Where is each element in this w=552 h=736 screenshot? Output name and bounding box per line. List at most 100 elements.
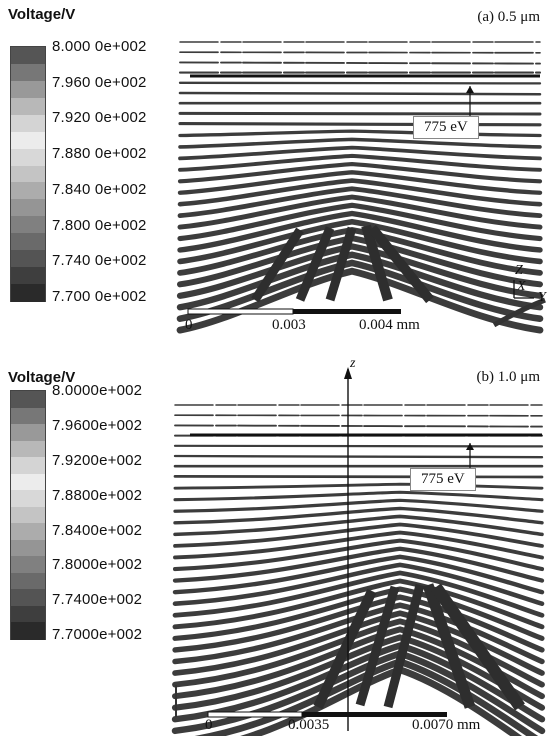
colorbar-tick-label: 8.0000e+002	[52, 382, 143, 399]
colorbar-swatch	[11, 182, 45, 200]
emitter-tip-edge	[422, 583, 476, 709]
colorbar-swatch	[11, 457, 45, 475]
colorbar-b	[10, 390, 46, 640]
panel-label-a: (a) 0.5 μm	[477, 9, 540, 25]
equipotential-line	[172, 562, 545, 607]
annotation-775ev-a: 775 eV	[413, 116, 479, 139]
equipotential-line	[173, 506, 544, 525]
colorbar-tick-label: 7.700 0e+002	[52, 288, 147, 306]
colorbar-swatch	[11, 284, 45, 302]
equipotential-line	[177, 170, 543, 195]
colorbar-swatch	[11, 63, 45, 82]
scale-bar-black	[302, 712, 447, 717]
equipotential-line	[178, 129, 542, 138]
equipotential-line	[171, 642, 546, 723]
colorbar-swatch	[11, 440, 45, 458]
equipotential-line	[173, 482, 544, 490]
equipotential-line	[177, 218, 543, 265]
colorbar-swatch	[11, 47, 45, 65]
colorbar-swatch	[11, 572, 45, 590]
equipotential-line	[173, 475, 544, 479]
colorbar-swatch	[11, 473, 45, 491]
equipotential-line	[178, 153, 542, 172]
colorbar-swatch	[11, 539, 45, 557]
legend-title-b: Voltage/V	[8, 369, 76, 386]
scale-mid-a: 0.003	[272, 317, 306, 333]
colorbar-swatch	[11, 216, 45, 234]
equipotential-line	[172, 610, 545, 676]
equipotential-line	[492, 297, 546, 328]
equipotential-line	[178, 111, 542, 116]
scale-end-a: 0.004 mm	[359, 317, 420, 333]
equipotential-line	[177, 210, 543, 253]
equipotential-line	[177, 162, 543, 184]
colorbar-tick-label: 7.9600e+002	[52, 416, 143, 434]
scale-end-b: 0.0070 mm	[412, 717, 481, 733]
colorbar-swatch	[11, 391, 45, 409]
z-axis-arrowhead	[344, 367, 352, 379]
emitter-tip-edge	[368, 224, 434, 304]
colorbar-tick-label: 7.960 0e+002	[52, 73, 147, 91]
colorbar-tick-label: 7.920 0e+002	[52, 109, 147, 127]
emitter-tip-edge	[361, 224, 393, 302]
axis-z-label-b: z	[350, 356, 356, 371]
equipotential-line	[172, 546, 545, 583]
colorbar-swatch	[11, 148, 45, 167]
colorbar-swatch	[11, 622, 45, 640]
scale-bar-white	[187, 308, 294, 315]
emitter-tip-edge	[325, 226, 357, 302]
equipotential-line	[178, 137, 542, 149]
equipotential-line	[173, 514, 544, 537]
equipotential-line	[173, 490, 544, 502]
equipotential-line	[173, 498, 544, 513]
colorbar-swatch	[11, 506, 45, 524]
emitter-tip-edge	[295, 226, 335, 302]
colorbar-tick-label: 8.000 0e+002	[52, 38, 147, 55]
scale-zero-b: 0	[205, 717, 213, 733]
annotation-arrowhead	[466, 443, 474, 450]
colorbar-swatch	[11, 490, 45, 508]
colorbar-tick-label: 7.8000e+002	[52, 556, 143, 574]
equipotential-line	[176, 259, 544, 322]
colorbar-swatch	[11, 523, 45, 541]
colorbar-swatch	[11, 114, 45, 133]
colorbar-a	[10, 46, 46, 302]
colorbar-tick-label: 7.8800e+002	[52, 486, 143, 504]
colorbar-swatch	[11, 97, 45, 116]
equipotential-line	[178, 122, 542, 127]
equipotential-plot-a	[176, 41, 546, 334]
colorbar-tick-label: 7.800 0e+002	[52, 216, 147, 234]
equipotential-line	[172, 554, 545, 595]
colorbar-swatch	[11, 131, 45, 150]
annotation-775ev-b: 775 eV	[410, 468, 476, 491]
equipotential-line	[172, 602, 545, 665]
colorbar-swatch	[11, 165, 45, 184]
equipotential-line	[173, 454, 544, 459]
colorbar-swatch	[11, 407, 45, 425]
equipotential-line	[177, 186, 543, 219]
colorbar-swatch	[11, 199, 45, 217]
equipotential-line	[172, 578, 545, 630]
colorbar-swatch	[11, 589, 45, 607]
equipotential-line	[178, 91, 542, 96]
colorbar-tick-label: 7.9200e+002	[52, 451, 143, 469]
colorbar-tick-label: 7.7400e+002	[52, 591, 143, 609]
colorbar-tick-label: 7.7000e+002	[52, 626, 143, 644]
panel-a: Voltage/V 8.000 0e+002 7.960 0e+002 7.920 …	[0, 0, 552, 345]
panel-b: Voltage/V 8.0000e+002 7.9600e+002 7.9200e+…	[0, 355, 552, 736]
colorbar-tick-label: 7.8400e+002	[52, 521, 143, 539]
equipotential-line	[177, 202, 543, 242]
axis-x-label-a: X	[517, 279, 526, 294]
legend-title-a: Voltage/V	[8, 6, 76, 23]
equipotential-line	[194, 658, 539, 736]
equipotential-line	[178, 145, 542, 161]
colorbar-tick-label: 7.880 0e+002	[52, 145, 147, 163]
equipotential-line	[174, 414, 543, 417]
emitter-tip-edge	[313, 588, 377, 710]
emitter-tip-edge	[383, 583, 425, 709]
equipotential-plot-b	[171, 367, 546, 736]
equipotential-line	[177, 178, 543, 207]
scale-mid-b: 0.0035	[288, 717, 330, 733]
colorbar-tick-label: 7.840 0e+002	[52, 180, 147, 198]
equipotential-line	[174, 424, 543, 428]
